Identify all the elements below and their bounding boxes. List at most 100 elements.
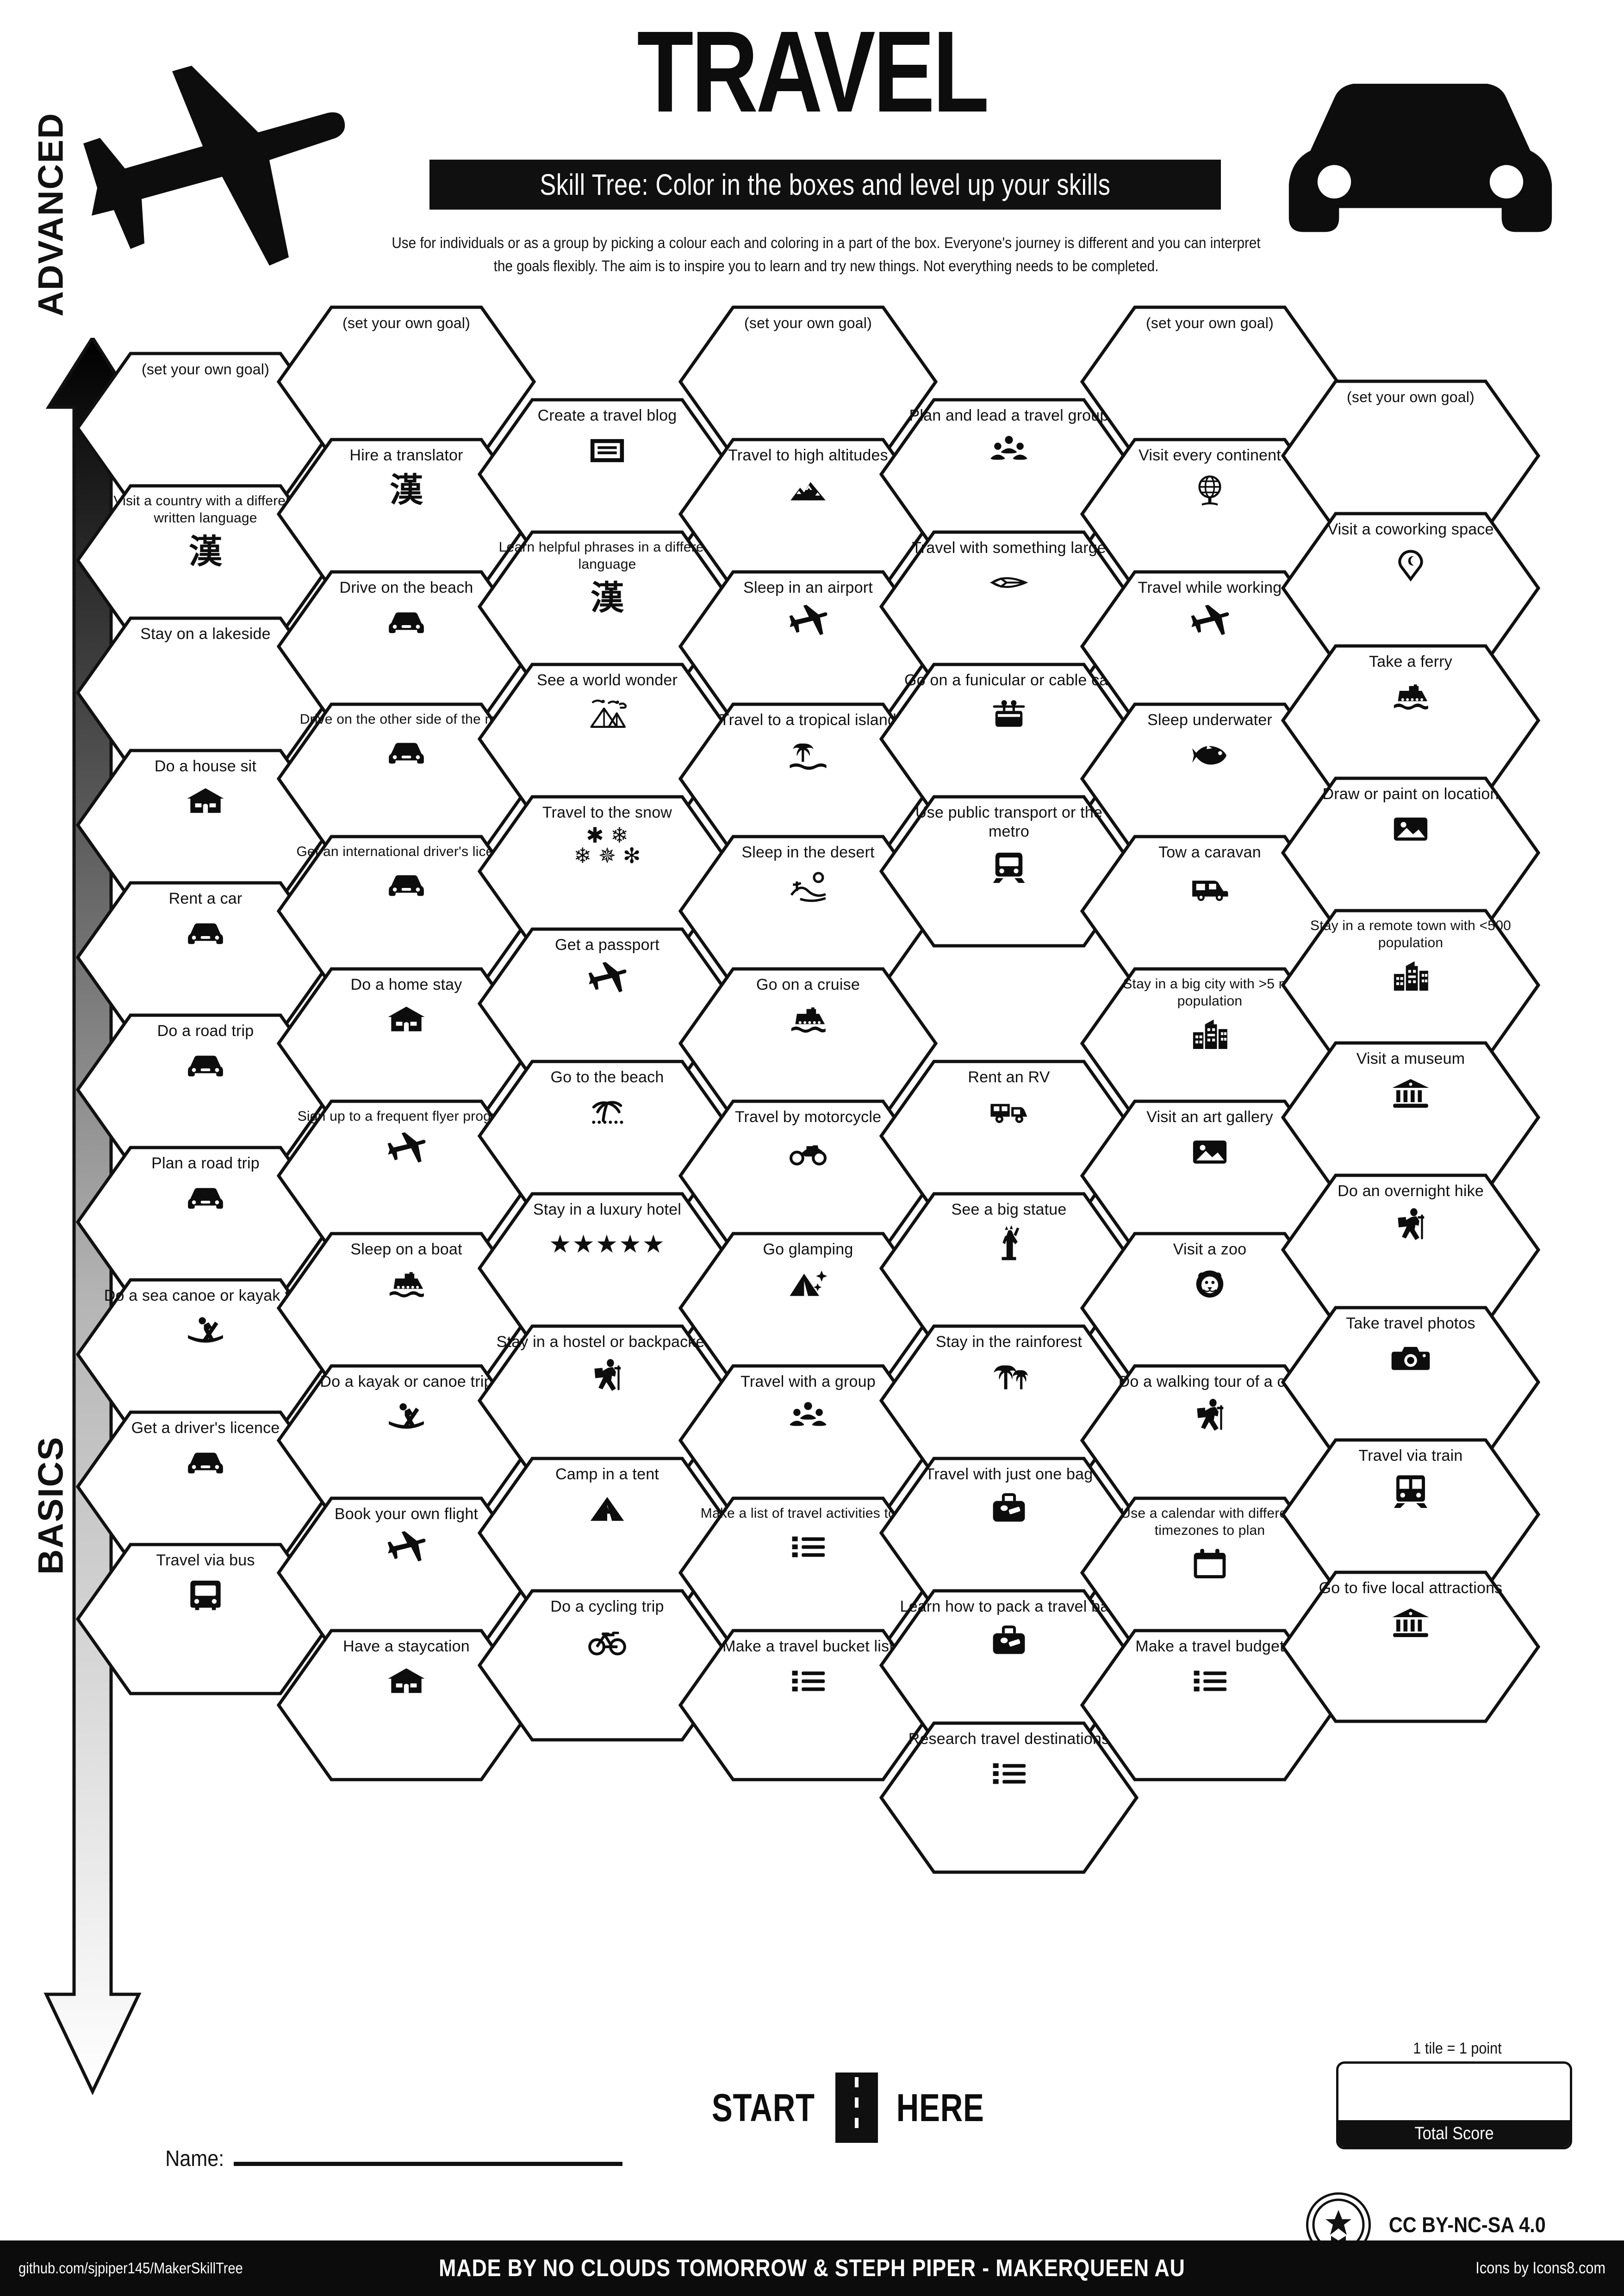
tile-content: Do an overnight hike xyxy=(1300,1182,1522,1322)
skill-tile[interactable]: Do a road trip xyxy=(76,1013,335,1166)
tile-label: Make a travel budget xyxy=(1135,1638,1284,1655)
skill-tile[interactable]: Have a staycation xyxy=(277,1629,536,1781)
tile-content: Get a passport xyxy=(496,936,718,1075)
skill-tile[interactable]: Use public transport or the metro xyxy=(879,795,1139,948)
tile-content: (set your own goal) xyxy=(94,360,317,500)
skill-tile[interactable]: Take a ferry xyxy=(1281,644,1540,797)
tile-label: Make a list of travel activities to do xyxy=(700,1506,916,1521)
skill-tile[interactable]: Stay in a big city with >5 mil populatio… xyxy=(1080,967,1339,1120)
skill-tile[interactable]: Stay in the rainforest xyxy=(879,1324,1139,1477)
skill-tile[interactable]: Learn helpful phrases in a different lan… xyxy=(478,530,737,683)
tile-label: Do a road trip xyxy=(157,1022,254,1040)
skill-tile[interactable]: Sleep in the desert xyxy=(678,835,938,987)
tile-label: Make a travel bucket list xyxy=(722,1638,894,1655)
skill-tile[interactable]: (set your own goal) xyxy=(1281,379,1540,532)
skill-tile[interactable]: Book your own flight xyxy=(277,1496,536,1649)
skill-tile[interactable]: Travel via bus xyxy=(76,1543,335,1695)
tile-label: Hire a translator xyxy=(349,447,463,464)
skill-tile[interactable]: See a world wonder xyxy=(478,663,737,815)
tile-label: See a big statue xyxy=(951,1201,1067,1218)
skill-tile[interactable]: Drive on the other side of the road xyxy=(277,702,536,855)
skill-tile[interactable]: Travel with just one bag xyxy=(879,1457,1139,1609)
tile-label: (set your own goal) xyxy=(1347,389,1475,405)
skill-tile[interactable]: Do a house sit xyxy=(76,749,335,901)
skill-tile[interactable]: Sleep underwater xyxy=(1080,702,1339,855)
tile-label: (set your own goal) xyxy=(744,315,872,331)
skill-tile[interactable]: Sleep in an airport xyxy=(678,570,938,723)
footer-github-link[interactable]: github.com/sjpiper145/MakerSkillTree xyxy=(19,2259,243,2277)
skill-tile[interactable]: Sleep on a boat xyxy=(277,1232,536,1384)
tile-label: Have a staycation xyxy=(343,1638,470,1655)
tile-content: Stay on a lakeside xyxy=(94,625,317,764)
pyramids-icon xyxy=(587,693,627,737)
mountains-icon xyxy=(788,468,828,512)
skill-tile[interactable]: (set your own goal) xyxy=(277,305,536,458)
glamping-icon xyxy=(788,1262,828,1306)
skill-tile[interactable]: Research travel destinations xyxy=(879,1721,1139,1874)
tile-content: Make a list of travel activities to do xyxy=(697,1505,919,1644)
skill-tile[interactable]: Plan and lead a travel group xyxy=(879,398,1139,551)
tile-content: Go to five local attractions xyxy=(1300,1579,1522,1719)
city-icon xyxy=(1190,1012,1230,1057)
skill-tile[interactable]: Draw or paint on location xyxy=(1281,776,1540,929)
tile-content: Visit an art gallery xyxy=(1099,1108,1321,1247)
tile-content: Sign up to a frequent flyer program xyxy=(295,1108,517,1247)
tile-label: (set your own goal) xyxy=(342,315,470,331)
total-score-box[interactable]: Total Score xyxy=(1336,2061,1572,2149)
skill-tile[interactable]: Plan a road trip xyxy=(76,1146,335,1298)
skill-tile[interactable]: Stay in a remote town with <500 populati… xyxy=(1281,909,1540,1061)
skill-tile[interactable]: Do an overnight hike xyxy=(1281,1173,1540,1326)
tile-label: Stay in a luxury hotel xyxy=(533,1201,681,1218)
skill-tile[interactable]: Take travel photos xyxy=(1281,1306,1540,1458)
tile-label: Travel while working xyxy=(1138,579,1282,596)
skill-tile[interactable]: Stay on a lakeside xyxy=(76,616,335,769)
skill-tile[interactable]: Travel with a group xyxy=(678,1364,938,1517)
skill-tile[interactable]: Travel while working xyxy=(1080,570,1339,723)
skill-tile[interactable]: Do a cycling trip xyxy=(478,1589,737,1742)
tent-icon xyxy=(587,1487,627,1531)
total-score-bar: Total Score xyxy=(1338,2120,1570,2147)
skill-tile[interactable]: Learn how to pack a travel bag xyxy=(879,1589,1139,1742)
skill-tile[interactable]: Travel with something large xyxy=(879,530,1139,683)
skill-tile[interactable]: Tow a caravan xyxy=(1080,835,1339,987)
hex-outline xyxy=(1281,1570,1540,1723)
footer-credit: MADE BY NO CLOUDS TOMORROW & STEPH PIPER… xyxy=(439,2255,1185,2282)
skill-tile[interactable]: Go to five local attractions xyxy=(1281,1570,1540,1723)
tile-content: Learn how to pack a travel bag xyxy=(898,1597,1120,1737)
skill-tile[interactable]: Go on a cruise xyxy=(678,967,938,1120)
tile-content: Travel with something large xyxy=(898,539,1120,678)
tile-content: Research travel destinations xyxy=(898,1730,1120,1869)
skill-tile[interactable]: Visit a coworking space xyxy=(1281,512,1540,664)
skill-tile[interactable]: Make a travel budget xyxy=(1080,1629,1339,1781)
rv-icon xyxy=(989,1090,1029,1134)
skill-tile[interactable]: Travel to the snow ✱ ❄ ❄ ✵ ✻ xyxy=(478,795,737,948)
skill-tile[interactable]: Visit an art gallery xyxy=(1080,1099,1339,1252)
tile-content: Tow a caravan xyxy=(1099,843,1321,983)
skill-tile[interactable]: Visit a country with a different written… xyxy=(76,484,335,637)
plane-icon xyxy=(386,1527,426,1571)
tile-content: Do a road trip xyxy=(94,1022,317,1161)
skill-tile[interactable]: Go glamping xyxy=(678,1232,938,1384)
name-field[interactable]: Name: xyxy=(162,2146,623,2172)
skill-tile[interactable]: Create a travel blog xyxy=(478,398,737,551)
skill-tile[interactable]: Do a sea canoe or kayak trip xyxy=(76,1278,335,1431)
rainforest-icon xyxy=(989,1354,1029,1399)
tile-label: Travel with a group xyxy=(740,1373,876,1390)
skill-tile[interactable]: Get an international driver's licence xyxy=(277,835,536,987)
skill-tile[interactable]: Do a kayak or canoe trip xyxy=(277,1364,536,1517)
globe-icon xyxy=(1190,468,1230,512)
skill-tile[interactable]: Travel via train xyxy=(1281,1438,1540,1591)
tile-content: Use public transport or the metro xyxy=(898,803,1120,943)
list-icon xyxy=(788,1659,828,1703)
tile-label: Rent an RV xyxy=(968,1068,1050,1086)
tile-content: Visit every continent xyxy=(1099,446,1321,586)
name-rule[interactable] xyxy=(234,2162,623,2166)
skill-tile[interactable]: Make a travel bucket list xyxy=(678,1629,938,1781)
skill-tile[interactable]: Visit a museum xyxy=(1281,1041,1540,1194)
skill-tile[interactable]: See a big statue xyxy=(879,1192,1139,1345)
tile-label: Go to the beach xyxy=(550,1068,664,1086)
skill-tile[interactable]: Use a calendar with different timezones … xyxy=(1080,1496,1339,1649)
skill-tile[interactable]: Stay in a luxury hotel ★★★★★ xyxy=(478,1192,737,1345)
skill-tile[interactable]: Do a walking tour of a city xyxy=(1080,1364,1339,1517)
